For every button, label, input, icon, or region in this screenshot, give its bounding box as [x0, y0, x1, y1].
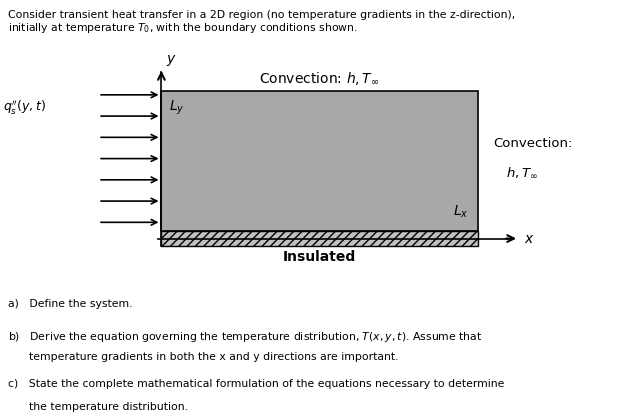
Bar [161, 231, 478, 246]
Text: $h, T_{\infty}$: $h, T_{\infty}$ [506, 166, 539, 180]
Text: the temperature distribution.: the temperature distribution. [8, 402, 187, 412]
Text: x: x [524, 232, 532, 246]
Text: Consider transient heat transfer in a 2D region (no temperature gradients in the: Consider transient heat transfer in a 2D… [8, 10, 515, 20]
Bar [161, 91, 478, 231]
Text: b)   Derive the equation governing the temperature distribution, $T(x, y, t)$. A: b) Derive the equation governing the tem… [8, 330, 482, 344]
Text: Insulated: Insulated [283, 250, 356, 264]
Text: Convection: $h, T_{\infty}$: Convection: $h, T_{\infty}$ [260, 70, 380, 87]
Text: a)   Define the system.: a) Define the system. [8, 299, 132, 309]
Text: y: y [166, 52, 175, 66]
Text: temperature gradients in both the x and y directions are important.: temperature gradients in both the x and … [8, 352, 398, 362]
Text: $L_x$: $L_x$ [453, 204, 468, 220]
Text: Convection:: Convection: [494, 138, 573, 150]
Text: c)   State the complete mathematical formulation of the equations necessary to d: c) State the complete mathematical formu… [8, 379, 504, 389]
Text: $L_y$: $L_y$ [169, 99, 185, 117]
Text: initially at temperature $T_0$, with the boundary conditions shown.: initially at temperature $T_0$, with the… [8, 21, 357, 35]
Text: $q_s''(y,t)$: $q_s''(y,t)$ [3, 98, 46, 117]
